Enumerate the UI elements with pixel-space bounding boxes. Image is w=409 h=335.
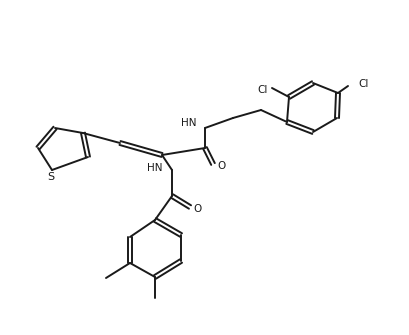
Text: Cl: Cl xyxy=(257,85,267,95)
Text: O: O xyxy=(193,204,202,214)
Text: S: S xyxy=(47,172,54,182)
Text: HN: HN xyxy=(181,118,196,128)
Text: Cl: Cl xyxy=(357,79,367,89)
Text: O: O xyxy=(216,161,225,171)
Text: HN: HN xyxy=(146,163,162,173)
